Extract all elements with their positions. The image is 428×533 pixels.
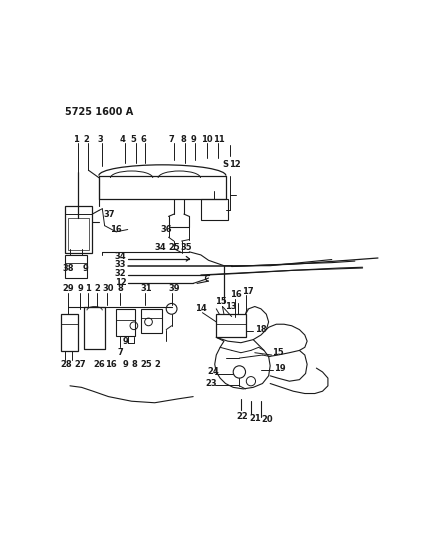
Text: 2: 2 [155,360,160,369]
Bar [84,306,105,349]
Text: 7: 7 [169,135,174,144]
Text: 3: 3 [98,135,104,144]
Text: 10: 10 [201,135,212,144]
Bar [141,309,162,334]
Text: 8: 8 [131,360,137,369]
Text: 16: 16 [104,360,116,369]
Text: 24: 24 [207,367,219,376]
Text: 20: 20 [261,415,273,424]
Text: 7: 7 [118,348,123,357]
Text: 37: 37 [104,211,116,220]
Text: 33: 33 [115,261,126,269]
Text: 25: 25 [169,243,180,252]
Bar [65,255,87,278]
Text: 31: 31 [141,284,152,293]
Text: 9: 9 [122,337,128,346]
Text: S: S [223,159,229,168]
Text: 23: 23 [205,379,217,388]
Text: 8: 8 [118,284,123,293]
Text: 12: 12 [229,159,241,168]
Text: 25: 25 [141,360,152,369]
Text: 39: 39 [169,284,180,293]
Text: 15: 15 [215,297,226,305]
Text: 21: 21 [250,414,261,423]
Text: 9: 9 [77,284,83,293]
Text: 16: 16 [110,225,122,234]
Bar [216,314,246,337]
Bar [61,314,77,351]
Text: 38: 38 [62,263,74,272]
Text: 28: 28 [61,360,72,369]
Text: 9: 9 [122,360,128,369]
Bar [201,199,228,220]
Bar [68,218,89,251]
Text: 5725 1600 A: 5725 1600 A [65,107,134,117]
Text: 9: 9 [191,135,196,144]
Text: 19: 19 [274,364,285,373]
Text: 13: 13 [226,302,237,311]
Text: 12: 12 [115,278,126,287]
Text: 30: 30 [102,284,114,293]
Text: 16: 16 [230,290,242,300]
Text: 27: 27 [74,360,86,369]
Text: 6: 6 [141,135,147,144]
Text: 11: 11 [213,135,225,144]
Text: 35: 35 [180,243,192,252]
Text: 9: 9 [82,263,88,272]
Text: 22: 22 [236,412,248,421]
Text: 18: 18 [255,325,266,334]
Text: 26: 26 [93,360,105,369]
Text: 14: 14 [195,304,206,313]
Text: 36: 36 [161,225,172,234]
Text: 15: 15 [273,348,284,357]
Text: 8: 8 [180,135,186,144]
Text: 2: 2 [95,284,101,293]
Text: 29: 29 [62,284,74,293]
Bar [116,309,135,336]
Text: 34: 34 [115,252,126,261]
Text: 5: 5 [131,135,137,144]
Text: 4: 4 [119,135,125,144]
Bar [65,206,92,253]
Text: 1: 1 [85,284,91,293]
Text: 32: 32 [115,269,126,278]
Text: 34: 34 [155,243,166,252]
Text: 17: 17 [242,287,254,296]
Text: 1: 1 [73,135,79,144]
Text: 2: 2 [84,135,90,144]
